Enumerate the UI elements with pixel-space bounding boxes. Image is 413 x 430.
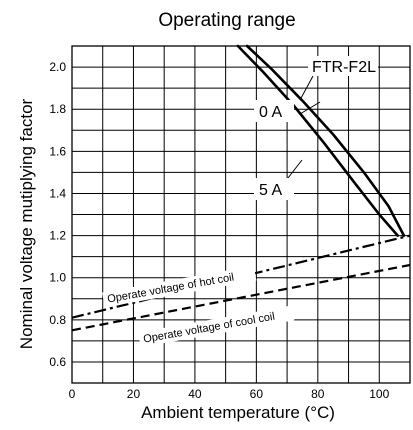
x-tick-label: 80 <box>311 387 325 401</box>
y-tick-labels: 0.6 0.8 1.0 1.2 1.4 1.6 1.8 2.0 <box>49 60 66 369</box>
leader-line-5a <box>287 159 303 179</box>
x-tick-label: 20 <box>127 387 141 401</box>
plot-frame <box>71 45 411 384</box>
series-line-hot-coil <box>71 234 411 319</box>
label-bg-5a <box>254 178 294 200</box>
y-tick-label: 1.4 <box>49 186 66 200</box>
label-cool-coil: Operate voltage of cool coil <box>142 311 275 346</box>
y-tick-label: 2.0 <box>49 60 66 74</box>
y-tick-label: 0.8 <box>49 313 66 327</box>
label-bg-hot-coil <box>102 265 257 308</box>
y-tick-label: 1.8 <box>49 102 66 116</box>
y-tick-label: 1.0 <box>49 271 66 285</box>
label-bg-ftr-f2l <box>308 56 378 76</box>
x-tick-label: 40 <box>188 387 202 401</box>
series-line-5a <box>236 44 399 237</box>
label-5a: 5 A <box>259 182 282 199</box>
x-tick-label: 0 <box>69 387 76 401</box>
label-0a: 0 A <box>259 104 282 121</box>
label-ftr-f2l: FTR-F2L <box>312 59 376 76</box>
series-line-cool-coil <box>71 263 411 332</box>
leader-line-ftr-f2l <box>299 75 314 101</box>
label-bg-cool-coil <box>138 305 295 348</box>
grid-lines <box>72 46 410 383</box>
x-axis-label: Ambient temperature (°C) <box>141 403 335 422</box>
leader-line-0a <box>299 101 321 115</box>
series-line-0a <box>245 44 406 237</box>
y-axis-label: Nominal voltage mutiplying factor <box>17 98 36 349</box>
y-tick-label: 1.2 <box>49 229 66 243</box>
chart-title: Operating range <box>158 10 295 31</box>
y-tick-label: 1.6 <box>49 144 66 158</box>
x-tick-labels: 0 20 40 60 80 100 <box>69 387 390 401</box>
x-tick-label: 60 <box>250 387 264 401</box>
y-tick-label: 0.6 <box>49 355 66 369</box>
x-tick-label: 100 <box>369 387 389 401</box>
label-bg-0a <box>254 100 294 122</box>
